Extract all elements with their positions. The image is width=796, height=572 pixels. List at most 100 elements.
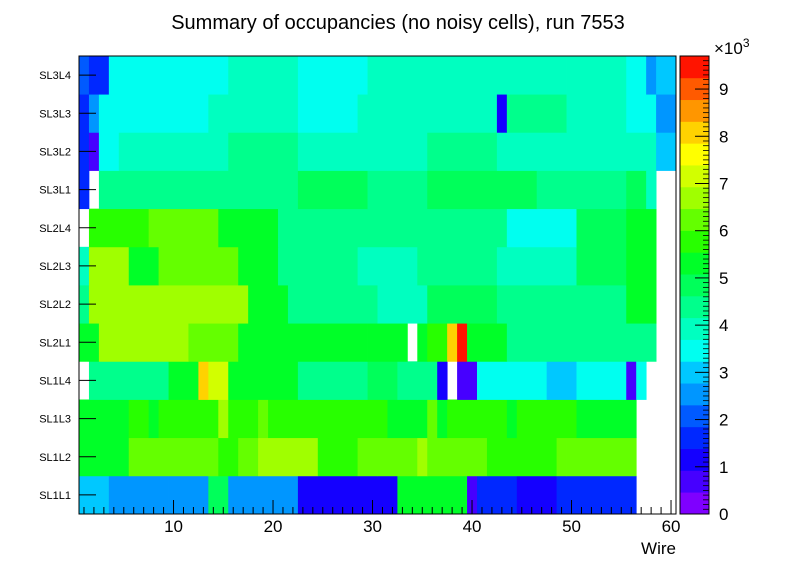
palette-band xyxy=(680,56,709,79)
heatmap-cell xyxy=(576,361,627,400)
heatmap-cell xyxy=(377,285,418,324)
heatmap-cell xyxy=(218,208,279,248)
palette-band xyxy=(680,230,709,253)
heatmap-cell xyxy=(168,361,199,400)
heatmap-cell xyxy=(148,475,169,515)
layer-label: SL1L4 xyxy=(39,375,71,387)
palette-band xyxy=(680,186,709,210)
heatmap-cell xyxy=(128,475,150,515)
color-palette xyxy=(679,55,710,515)
heatmap-cell xyxy=(656,94,677,133)
heatmap-cell xyxy=(566,437,637,477)
heatmap-cell xyxy=(367,323,408,362)
heatmap-cell xyxy=(626,208,657,248)
heatmap-cells xyxy=(79,56,677,515)
palette-band xyxy=(680,426,709,449)
palette-tick-label: 4 xyxy=(719,316,728,335)
heatmap-cell xyxy=(516,399,577,439)
heatmap-cell xyxy=(297,56,368,95)
heatmap-cell xyxy=(128,399,150,439)
heatmap-cell xyxy=(377,437,418,477)
heatmap-cell xyxy=(128,246,159,286)
heatmap-cell xyxy=(626,323,657,362)
palette-band xyxy=(680,470,709,493)
heatmap-cell xyxy=(208,437,219,477)
palette-band xyxy=(680,317,709,340)
heatmap-cell xyxy=(208,94,299,133)
heatmap-cell xyxy=(556,323,627,362)
plot-frame xyxy=(78,55,677,515)
heatmap-cell xyxy=(636,361,647,400)
heatmap-cell xyxy=(506,323,557,362)
layer-label: SL2L2 xyxy=(39,299,71,311)
palette-band xyxy=(680,492,709,515)
layer-label: SL1L2 xyxy=(39,452,71,464)
heatmap-cell xyxy=(417,437,428,477)
palette-tick-label: 8 xyxy=(719,127,728,146)
heatmap-cell xyxy=(576,208,627,248)
heatmap-cell xyxy=(417,323,428,362)
heatmap-cell xyxy=(297,132,388,171)
heatmap-cell xyxy=(98,132,120,171)
heatmap-cell xyxy=(556,475,637,515)
heatmap-cell xyxy=(656,132,677,171)
heatmap-cell xyxy=(447,323,458,362)
palette-tick-label: 9 xyxy=(719,80,728,99)
heatmap-cell xyxy=(287,399,329,439)
heatmap-cell xyxy=(506,94,567,133)
heatmap-cell xyxy=(98,94,209,133)
heatmap-cell xyxy=(88,56,110,95)
heatmap-cell xyxy=(417,246,498,286)
heatmap-cell xyxy=(506,399,518,439)
heatmap-cell xyxy=(626,361,637,400)
heatmap-cell xyxy=(427,132,498,171)
heatmap-cell xyxy=(546,361,577,400)
heatmap-cell xyxy=(427,437,488,477)
heatmap-cell xyxy=(656,56,677,95)
palette-tick-label: 6 xyxy=(719,222,728,241)
palette-exponent-base: ×10 xyxy=(714,39,743,58)
heatmap-cell xyxy=(297,475,398,515)
heatmap-cell xyxy=(228,361,299,400)
heatmap-cell xyxy=(238,437,259,477)
heatmap-cell xyxy=(258,437,319,477)
plot-axes xyxy=(78,55,677,515)
heatmap-cell xyxy=(397,361,418,400)
heatmap-cell xyxy=(626,56,647,95)
heatmap-cell xyxy=(626,246,657,286)
heatmap-cell xyxy=(278,246,358,286)
palette-tick-label: 5 xyxy=(719,269,728,288)
x-tick-label: 30 xyxy=(363,517,382,536)
palette-band xyxy=(680,252,709,275)
heatmap-cell xyxy=(516,361,548,400)
palette-tick-label: 3 xyxy=(719,363,728,382)
palette-exponent: ×103 xyxy=(714,36,750,58)
palette-band xyxy=(680,448,709,471)
heatmap-cell xyxy=(626,170,647,210)
heatmap-cell xyxy=(357,94,498,133)
heatmap-cell xyxy=(278,323,368,362)
heatmap-cell xyxy=(238,170,299,210)
heatmap-cell xyxy=(297,170,368,210)
heatmap-cell xyxy=(327,399,388,439)
heatmap-cell xyxy=(516,475,557,515)
wire-tick-labels: 10 20 30 40 50 60 xyxy=(164,517,680,536)
heatmap-cell xyxy=(496,246,577,286)
heatmap-cell xyxy=(218,437,239,477)
heatmap-cell xyxy=(198,361,209,400)
heatmap-cell xyxy=(626,285,657,324)
heatmap-cell xyxy=(566,56,627,95)
layer-label: SL1L3 xyxy=(39,414,71,426)
heatmap-cell xyxy=(248,285,289,324)
heatmap-cell xyxy=(646,170,657,210)
heatmap-cell xyxy=(178,170,239,210)
heatmap-cell xyxy=(496,132,557,171)
palette-tick-label: 2 xyxy=(719,411,728,430)
x-tick-label: 20 xyxy=(264,517,283,536)
x-axis-title: Wire xyxy=(641,539,676,558)
palette-band xyxy=(680,143,709,166)
heatmap-cell xyxy=(387,399,428,439)
heatmap-cell xyxy=(496,94,508,133)
heatmap-cell xyxy=(477,475,518,515)
heatmap-cell xyxy=(357,208,408,248)
